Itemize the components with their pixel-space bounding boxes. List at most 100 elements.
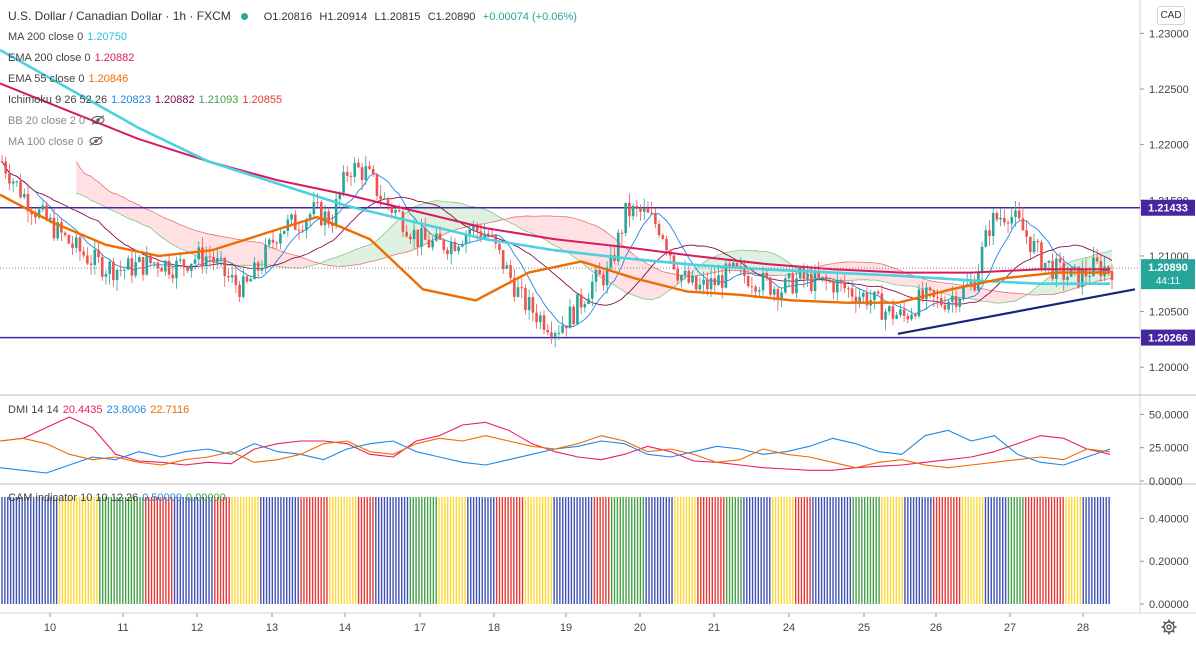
candle xyxy=(219,250,223,268)
indicator-legend-value: 1.20823 xyxy=(111,94,151,106)
candle-body xyxy=(925,287,928,300)
candle-body xyxy=(579,294,583,308)
x-tick-label: 13 xyxy=(266,622,278,634)
ichimoku-cloud-slice xyxy=(328,258,333,266)
candle xyxy=(676,262,679,285)
candle xyxy=(516,278,520,298)
candle-body xyxy=(308,214,312,221)
candle xyxy=(63,231,67,238)
gear-icon[interactable] xyxy=(1161,619,1177,635)
candle-body xyxy=(1088,276,1092,278)
eye-hidden-icon[interactable] xyxy=(89,136,103,146)
ichimoku-cloud-slice xyxy=(577,219,582,263)
candle xyxy=(639,204,642,221)
candle xyxy=(71,235,74,256)
trend-line xyxy=(897,288,1136,335)
candle xyxy=(631,203,635,221)
candle xyxy=(1110,264,1114,290)
candle-body xyxy=(479,231,483,238)
candle xyxy=(368,161,371,170)
ichimoku-cloud-slice xyxy=(540,215,545,240)
ichimoku-cloud-slice xyxy=(469,206,474,227)
eye-hidden-icon[interactable] xyxy=(91,115,105,125)
ichimoku-cloud-slice xyxy=(391,222,396,256)
candle-body xyxy=(8,173,11,184)
ichimoku-cloud-slice xyxy=(1015,293,1020,302)
x-tick-label: 18 xyxy=(488,622,500,634)
candle-body xyxy=(791,273,795,294)
candle-body xyxy=(145,255,149,275)
candle-body xyxy=(115,269,119,281)
ichimoku-cloud-slice xyxy=(510,217,515,225)
candle xyxy=(267,237,271,249)
x-tick-label: 24 xyxy=(783,622,795,634)
ichimoku-cloud-slice xyxy=(180,224,184,251)
indicator-legend[interactable]: MA 100 close 0 xyxy=(8,136,103,148)
indicator-legend-value: 1.20750 xyxy=(87,31,127,43)
candle xyxy=(991,208,995,245)
candle-body xyxy=(861,292,865,297)
indicator-legend[interactable]: MA 200 close 0 1.20750 xyxy=(8,31,127,43)
candle xyxy=(787,272,791,288)
ema55-line xyxy=(0,193,1110,304)
ichimoku-cloud-slice xyxy=(131,201,136,222)
ichimoku-cloud-slice xyxy=(1004,292,1009,303)
candle xyxy=(713,268,717,294)
candle-body xyxy=(401,211,405,232)
candle xyxy=(216,247,219,269)
candle-body xyxy=(1036,241,1040,243)
ohlc-low: L1.20815 xyxy=(374,11,421,23)
candle-body xyxy=(884,311,887,320)
indicator-legend-value: 0.50000 xyxy=(142,492,183,504)
indicator-legend-label: EMA 55 close 0 xyxy=(8,73,85,85)
candle-body xyxy=(1077,266,1080,288)
candle-body xyxy=(806,273,809,279)
ichimoku-cloud-slice xyxy=(837,262,841,281)
ohlc-open: O1.20816 xyxy=(263,11,313,23)
candle xyxy=(576,294,579,325)
candle-body xyxy=(152,262,156,264)
candle xyxy=(743,260,746,284)
currency-button[interactable]: CAD xyxy=(1157,6,1185,25)
indicator-legend[interactable]: BB 20 close 2 0 xyxy=(8,115,105,127)
dmi-y-tick-label: 25.0000 xyxy=(1149,443,1189,455)
candle-body xyxy=(958,298,962,307)
candle xyxy=(1006,219,1010,233)
indicator-legend[interactable]: EMA 200 close 0 1.20882 xyxy=(8,52,134,64)
x-tick-label: 25 xyxy=(858,622,870,634)
candle xyxy=(828,277,832,284)
candle xyxy=(364,155,368,185)
candle-body xyxy=(490,235,494,237)
candle-body xyxy=(865,292,869,306)
candle-body xyxy=(691,276,694,283)
candle-body xyxy=(498,243,501,251)
candle xyxy=(902,301,906,322)
symbol-title[interactable]: U.S. Dollar / Canadian Dollar · 1h · FXC… xyxy=(8,9,231,23)
candle-body xyxy=(583,304,587,308)
candle-body xyxy=(576,294,579,324)
candle-body xyxy=(193,259,197,264)
candle xyxy=(531,292,535,322)
indicator-legend[interactable]: CAM indicator 10 10 12 26 0.50000 0.00000 xyxy=(8,492,226,504)
indicator-legend[interactable]: EMA 55 close 0 1.20846 xyxy=(8,73,128,85)
candle xyxy=(249,275,253,282)
candle-body xyxy=(717,275,720,286)
candle-body xyxy=(1092,257,1095,277)
candle xyxy=(553,330,557,348)
candle-body xyxy=(67,235,71,244)
ichimoku-cloud-slice xyxy=(302,257,307,268)
ichimoku-cloud-slice xyxy=(191,229,196,256)
indicator-legend[interactable]: DMI 14 14 20.4435 23.8006 22.7116 xyxy=(8,404,189,416)
candle xyxy=(149,254,152,267)
candle xyxy=(260,260,264,275)
candle-body xyxy=(449,241,453,255)
candle-body xyxy=(587,298,590,305)
candle-body xyxy=(223,257,227,277)
candle-body xyxy=(464,233,468,245)
indicator-legend[interactable]: Ichimoku 9 26 52 26 1.20823 1.20882 1.21093… xyxy=(8,94,282,106)
ichimoku-cloud-slice xyxy=(918,277,923,289)
candle-body xyxy=(78,237,82,252)
candle-body xyxy=(15,181,19,183)
candle-body xyxy=(416,229,420,247)
